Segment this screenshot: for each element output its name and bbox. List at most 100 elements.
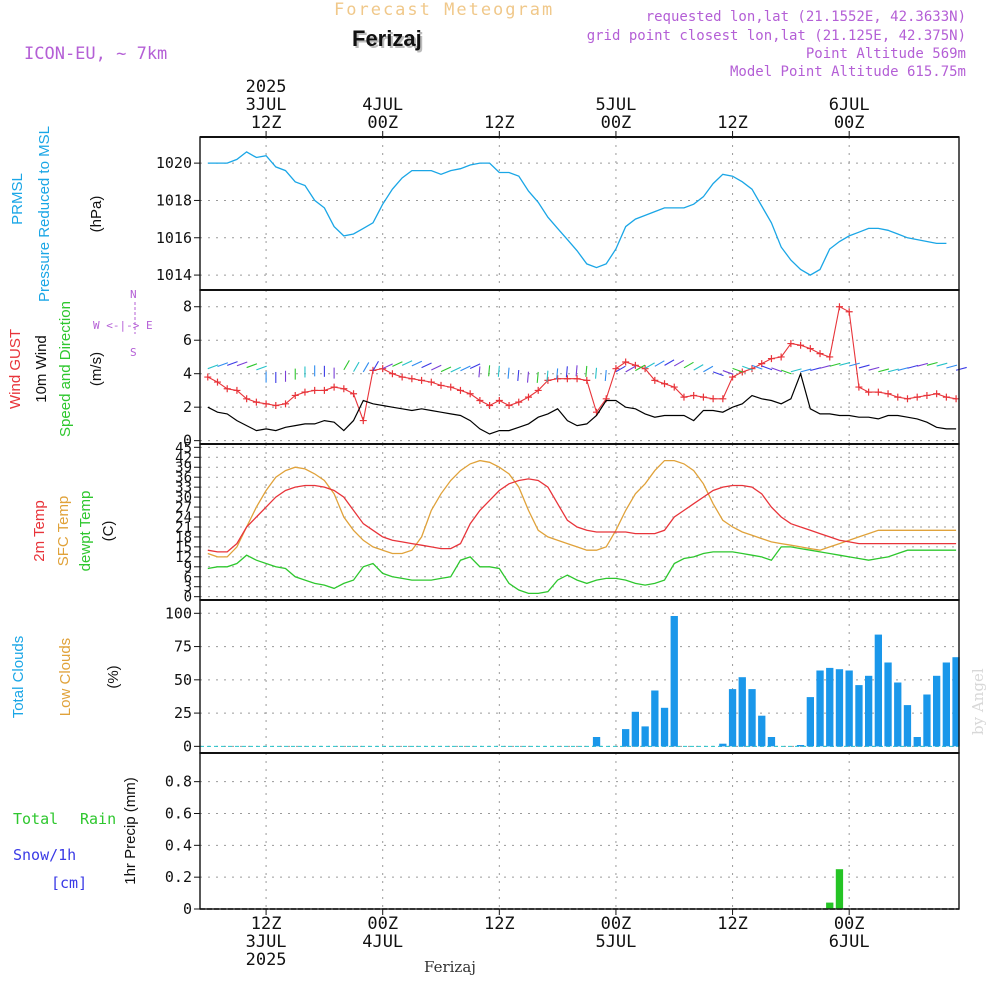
wind-arrow <box>343 360 350 371</box>
wind-arrow <box>936 362 948 367</box>
wind-arrow <box>926 361 938 366</box>
temp-unit: (C) <box>100 520 117 542</box>
wind-arrow <box>693 364 704 371</box>
gridpoint-coords: grid point closest lon,lat (21.125E, 42.… <box>586 28 966 44</box>
wind-arrow <box>411 360 423 367</box>
precip-snow-label: Snow/1h <box>13 846 77 864</box>
wind-arrow <box>654 360 665 367</box>
compass-we: W <-|-> E <box>93 319 153 332</box>
gust-marker <box>826 353 834 361</box>
gust-marker <box>719 395 727 403</box>
cloud-bar <box>874 634 882 747</box>
requested-coords: requested lon,lat (21.1552E, 42.3633N) <box>645 9 966 25</box>
top-time-label: 5JUL <box>595 95 636 115</box>
gust-marker <box>388 370 396 378</box>
gust-marker <box>874 388 882 396</box>
ytick-label: 1016 <box>156 229 192 247</box>
gust-marker <box>573 375 581 383</box>
ytick-label: 9 <box>184 560 192 576</box>
top-time-label: 00Z <box>367 113 398 133</box>
wind-arrow <box>256 365 267 371</box>
gust-marker <box>661 380 669 388</box>
cloud-bar <box>806 697 814 747</box>
wind-arrow <box>917 362 928 367</box>
bottom-time-label: 2025 <box>246 950 287 970</box>
ytick-label: 39 <box>175 460 192 476</box>
gust-marker <box>797 341 805 349</box>
gust-marker <box>223 385 231 393</box>
gust-marker <box>709 395 717 403</box>
ytick-label: 42 <box>175 450 192 466</box>
gust-marker <box>398 373 406 381</box>
gust-marker <box>456 386 464 394</box>
wind-arrow <box>362 362 370 373</box>
wind-arrow <box>615 365 626 373</box>
gust-marker <box>350 390 358 398</box>
wind-arrow <box>392 361 403 367</box>
dewpt-line <box>207 546 957 595</box>
gust-marker <box>855 383 863 391</box>
wind-arrow <box>771 367 782 373</box>
gust-marker <box>777 353 785 361</box>
wind-arrow <box>517 369 520 382</box>
bottom-time-label: 5JUL <box>595 932 636 952</box>
sfc-temp-line <box>207 459 957 558</box>
gust-marker <box>408 375 416 383</box>
wind-arrow <box>604 370 607 382</box>
data-layer <box>200 151 967 910</box>
gust-marker <box>427 378 435 386</box>
cloud-bar <box>952 657 960 747</box>
wind-arrow <box>664 359 675 366</box>
top-time-label: 3JUL <box>246 95 287 115</box>
ytick-label: 25 <box>174 704 192 722</box>
model-altitude: Model Point Altitude 615.75m <box>729 64 966 80</box>
gust-marker <box>340 385 348 393</box>
wind-arrow <box>742 365 753 371</box>
cloud-bar <box>835 669 844 747</box>
cloud-bar <box>903 705 912 747</box>
gust-marker <box>524 393 532 401</box>
gust-marker <box>670 383 678 391</box>
top-time-label: 6JUL <box>829 95 870 115</box>
wind-arrow <box>372 360 379 372</box>
gust-marker <box>554 375 562 383</box>
location-title: Ferizaj <box>352 26 422 51</box>
ytick-label: 50 <box>174 671 192 689</box>
gust-marker <box>495 396 503 404</box>
pressure-panel-frame <box>199 136 960 291</box>
wind-arrow <box>497 365 500 377</box>
cloud-bar <box>865 675 873 747</box>
gust-marker <box>311 386 319 394</box>
gust-marker <box>903 395 911 403</box>
top-time-label: 00Z <box>601 113 632 133</box>
wind-arrow <box>565 366 568 378</box>
wind-arrow <box>839 361 851 366</box>
bottom-time-label: 6JUL <box>829 932 870 952</box>
wind-arrow <box>800 368 812 373</box>
pressure-line <box>207 151 947 276</box>
ytick-label: 2 <box>183 398 192 416</box>
wind-arrow <box>732 367 744 373</box>
wind-arrow <box>207 364 219 370</box>
gust-marker <box>729 373 737 381</box>
ytick-label: 0 <box>183 737 192 755</box>
temp-dewpt-label: dewpt Temp <box>77 490 94 572</box>
wind-line <box>207 371 957 435</box>
meteogram-title: Forecast Meteogram <box>334 0 555 20</box>
wind-arrow <box>460 365 471 372</box>
precip-panel-frame <box>199 752 960 910</box>
wind-panel-frame <box>199 289 960 445</box>
bottom-time-label: 12Z <box>251 914 282 934</box>
wind-arrow <box>829 362 841 367</box>
top-time-label: 2025 <box>246 77 287 97</box>
gust-marker <box>418 376 426 384</box>
gust-marker <box>476 396 484 404</box>
top-time-label: 12Z <box>484 113 515 133</box>
wind-arrow <box>712 371 724 377</box>
gust-marker <box>680 393 688 401</box>
gust-marker <box>213 378 221 386</box>
wind-arrow <box>819 364 831 369</box>
wind-arrow <box>635 364 646 372</box>
precip-cm-label: [cm] <box>51 874 88 892</box>
top-time-label: 4JUL <box>362 95 403 115</box>
